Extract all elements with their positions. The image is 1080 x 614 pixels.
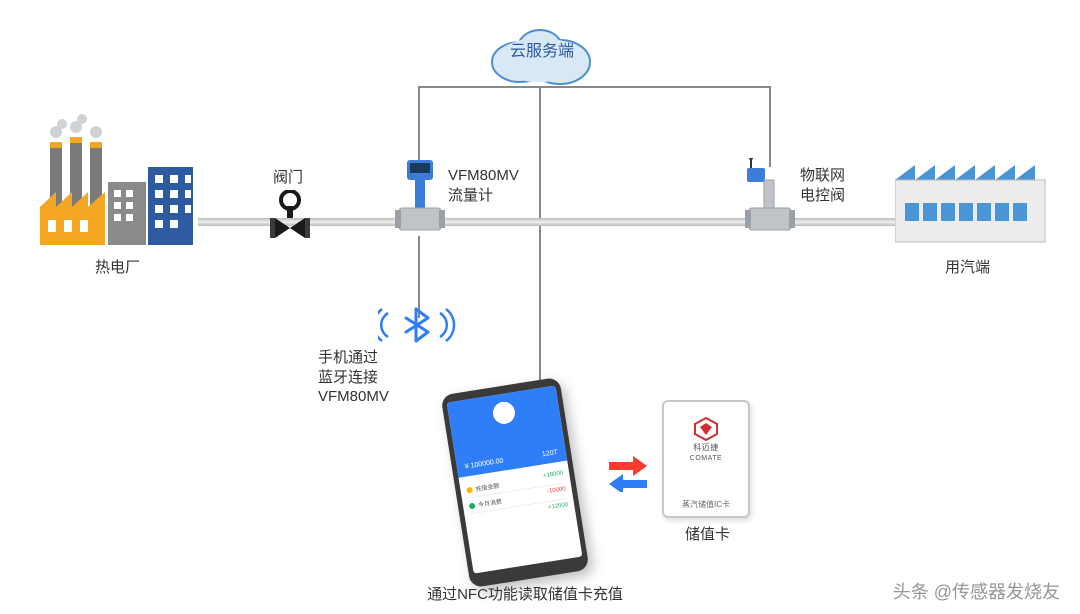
- flowmeter-label: VFM80MV 流量计: [448, 166, 519, 205]
- cloud-label: 云服务端: [510, 42, 574, 63]
- card-label: 储值卡: [685, 525, 730, 545]
- nfc-arrows-icon: [605, 452, 650, 492]
- valve-label: 阀门: [273, 168, 303, 188]
- line-cloud-hbar: [418, 86, 771, 88]
- line-cloud-iotvalve: [769, 87, 771, 167]
- iot-valve-label: 物联网 电控阀: [800, 166, 845, 205]
- nfc-caption: 通过NFC功能读取储值卡充值: [415, 585, 635, 605]
- line-cloud-phone: [539, 87, 541, 387]
- card-icon: 科迈捷COMATE 蒸汽储值IC卡: [662, 400, 750, 518]
- flowmeter-icon: [395, 158, 445, 238]
- bluetooth-icon: [378, 305, 458, 345]
- consumer-icon: [895, 155, 1055, 250]
- consumer-label: 用汽端: [945, 258, 990, 278]
- valve-icon: [265, 190, 315, 245]
- factory-label: 热电厂: [95, 258, 140, 278]
- watermark-text: 头条 @传感器发烧友: [893, 578, 1060, 604]
- bluetooth-label: 手机通过 蓝牙连接 VFM80MV: [318, 348, 389, 407]
- iot-valve-icon: [745, 158, 795, 238]
- phone-icon: ¥ 100000.00 120T 充值金额+18000 今月消费-10000 +…: [440, 377, 589, 588]
- factory-icon: [30, 112, 205, 252]
- card-small-text: 蒸汽储值IC卡: [664, 499, 748, 510]
